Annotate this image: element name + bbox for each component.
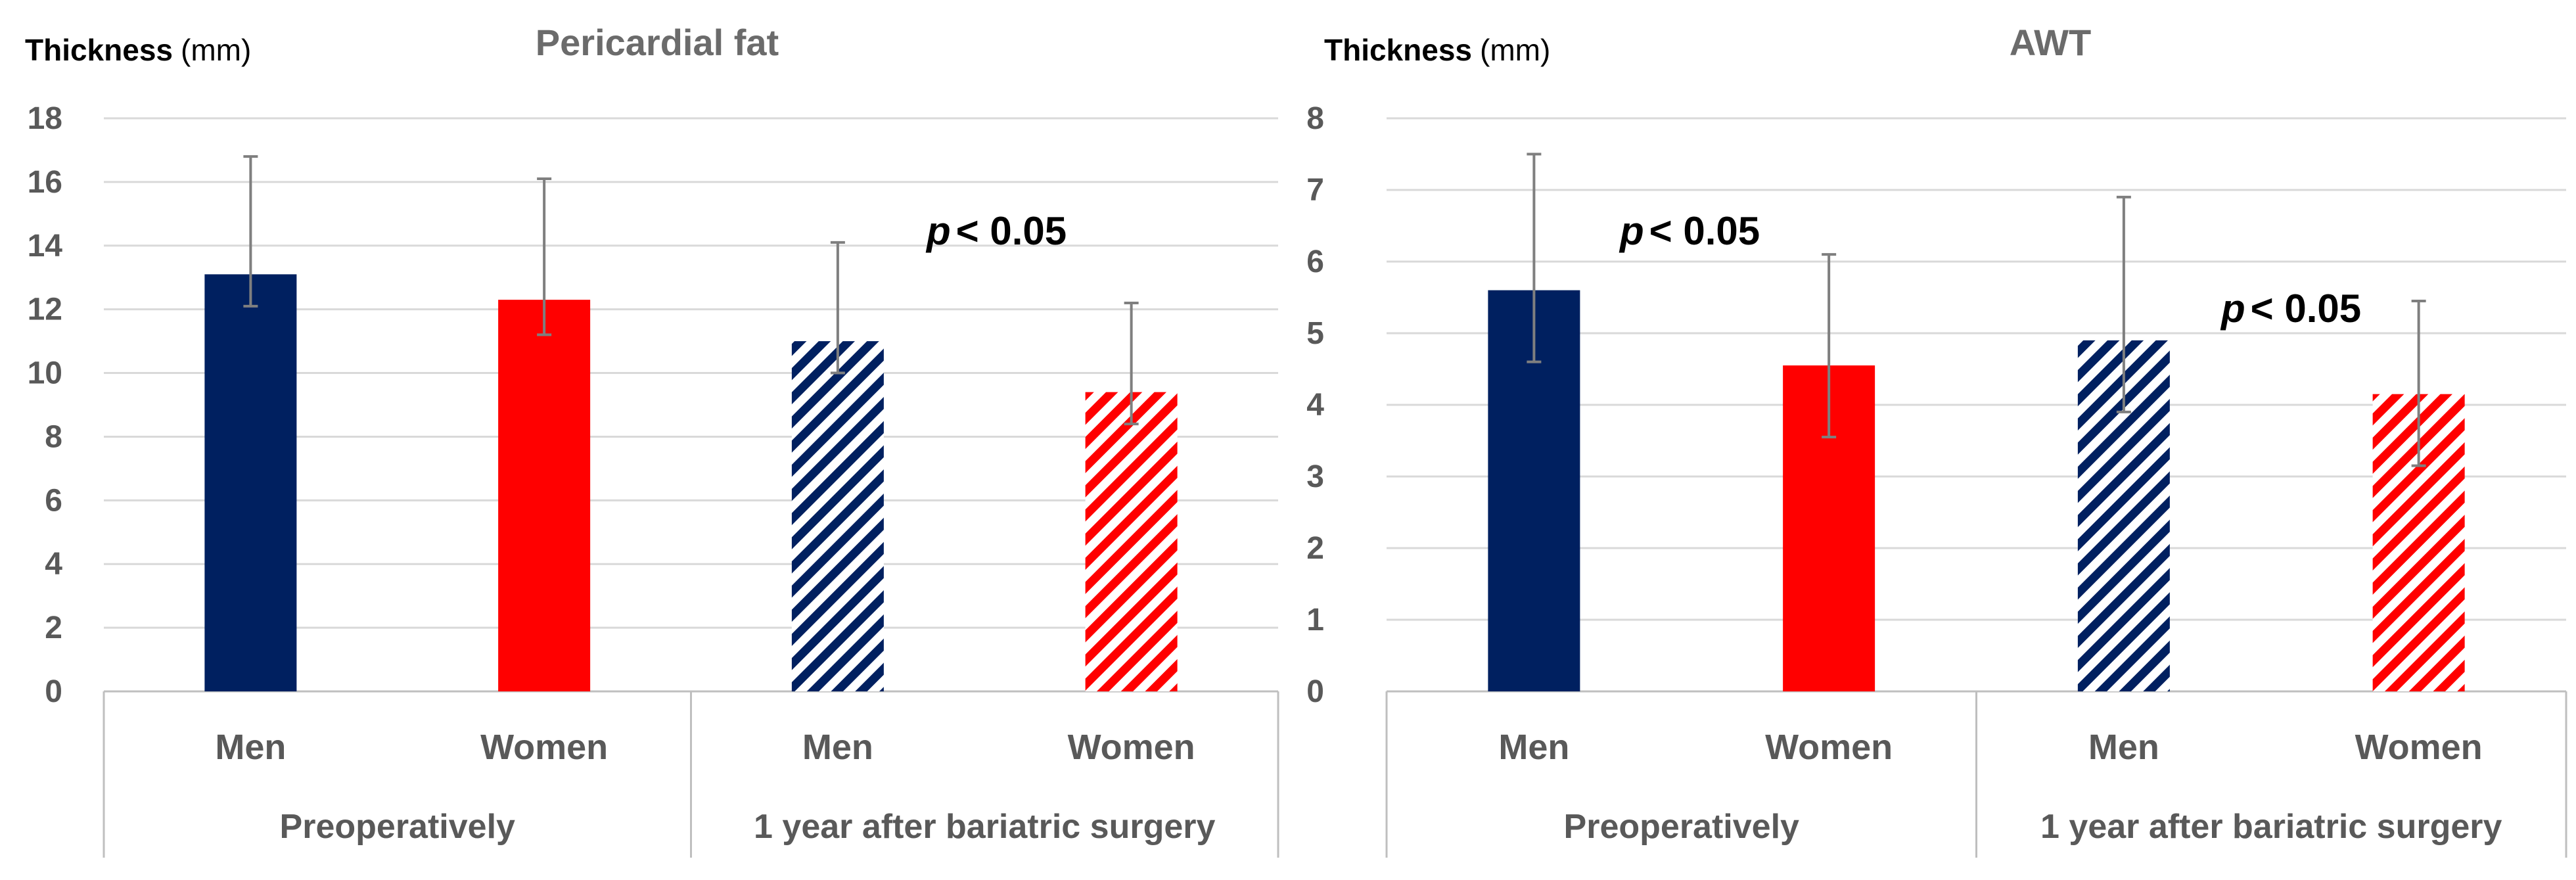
x-category-label: Women (1765, 728, 1893, 767)
y-axis-label: Thickness (mm) (25, 33, 251, 67)
bar-women-postop (1085, 392, 1178, 691)
x-category-label: Women (480, 728, 608, 767)
x-group-label: 1 year after bariatric surgery (2040, 808, 2502, 846)
pericardial-fat-chart-svg: Thickness (mm) Pericardial fat 0 2 4 6 8 10 12 1… (25, 22, 1279, 858)
x-category-label: Men (215, 728, 286, 767)
x-group-label: Preoperatively (1564, 808, 1799, 846)
bar-women-preop (498, 300, 591, 692)
y-tick-label: 4 (45, 547, 62, 582)
awt-chart: Thickness (mm) AWT 0 1 2 3 4 5 6 7 8 Men Women Men Wo… (1288, 0, 2576, 880)
y-tick-label: 7 (1306, 173, 1324, 208)
y-tick-label: 8 (45, 419, 62, 454)
y-tick-label: 2 (45, 611, 62, 645)
y-tick-label: 12 (28, 292, 62, 327)
chart-title: AWT (2010, 22, 2091, 63)
x-category-label: Men (802, 728, 873, 767)
x-category-label: Men (2088, 728, 2159, 767)
y-tick-label: 5 (1306, 316, 1324, 351)
y-tick-label: 4 (1306, 388, 1324, 423)
bar-men-preop (204, 274, 297, 691)
y-tick-label: 14 (28, 229, 63, 264)
y-tick-label: 0 (45, 674, 62, 709)
y-tick-label: 10 (28, 356, 62, 391)
plot-area: 0 1 2 3 4 5 6 7 8 Men Women Men Women Preoperatively 1… (1306, 101, 2567, 858)
y-tick-label: 0 (1306, 674, 1324, 709)
y-axis-label: Thickness (mm) (1324, 33, 1550, 67)
p-value-annotation: p < 0.05 (925, 209, 1067, 253)
y-tick-label: 18 (28, 101, 62, 136)
plot-area: 0 2 4 6 8 10 12 14 16 18 Men Women Men Women Preoperat… (28, 101, 1279, 858)
y-tick-label: 6 (1306, 244, 1324, 279)
y-tick-label: 6 (45, 483, 62, 518)
y-tick-label: 2 (1306, 531, 1324, 566)
x-group-label: 1 year after bariatric surgery (754, 808, 1215, 846)
y-tick-label: 1 (1306, 603, 1324, 637)
awt-chart-svg: Thickness (mm) AWT 0 1 2 3 4 5 6 7 8 Men Women Men Wo… (1306, 22, 2567, 858)
x-category-label: Women (2355, 728, 2483, 767)
y-tick-label: 8 (1306, 101, 1324, 136)
p-value-annotation: p < 0.05 (1619, 209, 1760, 253)
chart-title: Pericardial fat (536, 22, 779, 63)
x-group-label: Preoperatively (280, 808, 515, 846)
x-category-label: Women (1068, 728, 1195, 767)
y-tick-label: 3 (1306, 459, 1324, 494)
p-value-annotation: p < 0.05 (2220, 287, 2361, 331)
y-tick-label: 16 (28, 165, 62, 200)
pericardial-fat-chart: Thickness (mm) Pericardial fat 0 2 4 6 8 10 12 1… (25, 22, 1279, 858)
x-category-label: Men (1498, 728, 1569, 767)
bar-men-postop (791, 341, 884, 691)
